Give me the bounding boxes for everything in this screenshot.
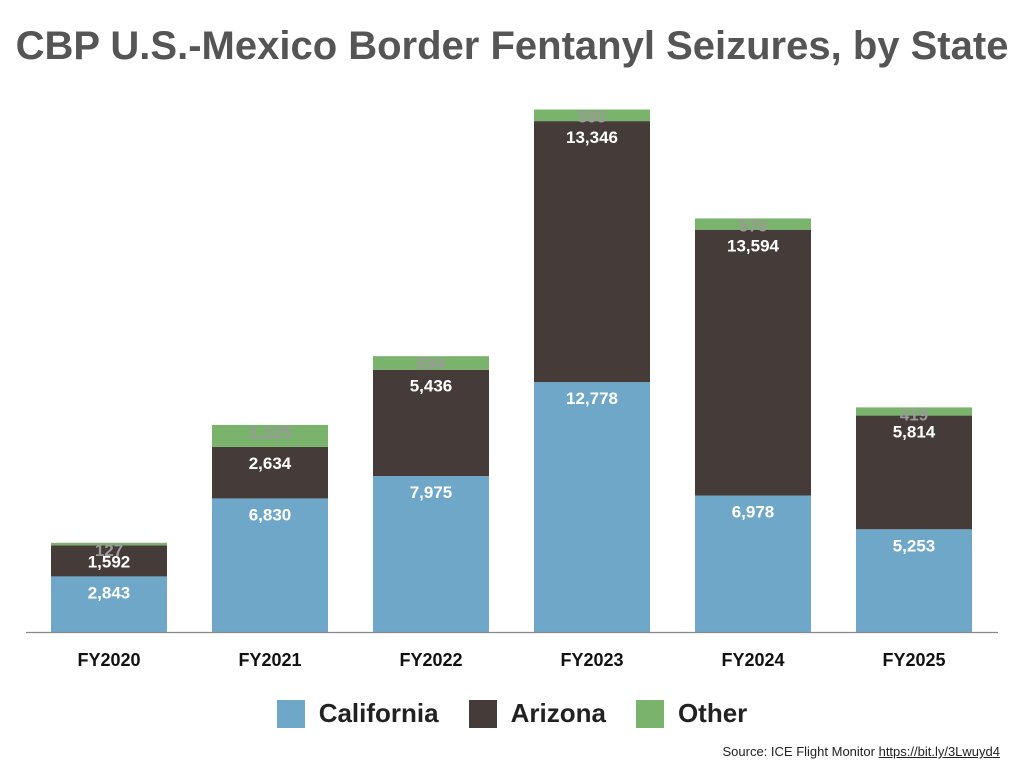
source-link[interactable]: https://bit.ly/3Lwuyd4 <box>878 744 1000 759</box>
data-label-california-fy2021: 6,830 <box>249 505 292 524</box>
bar-california-fy2025 <box>856 529 972 632</box>
data-label-arizona-fy2021: 2,634 <box>249 454 292 473</box>
bar-other-fy2025 <box>856 407 972 416</box>
data-label-arizona-fy2023: 13,346 <box>566 128 618 147</box>
bar-other-fy2021 <box>212 424 328 447</box>
data-label-other-fy2020: 127 <box>95 541 123 560</box>
legend-item-california: California <box>276 698 439 729</box>
source-text: Source: ICE Flight Monitor <box>722 744 875 759</box>
chart-title: CBP U.S.-Mexico Border Fentanyl Seizures… <box>15 24 1009 68</box>
data-label-california-fy2023: 12,778 <box>566 389 618 408</box>
bar-arizona-fy2022 <box>373 369 489 477</box>
legend-swatch-california <box>276 699 305 728</box>
bar-other-fy2024 <box>695 218 811 230</box>
legend-swatch-other <box>635 699 664 728</box>
bar-california-fy2020 <box>51 576 167 632</box>
category-label-fy2025: FY2025 <box>882 650 945 670</box>
data-label-other-fy2025: 419 <box>900 405 928 424</box>
category-label-fy2024: FY2024 <box>721 650 784 670</box>
legend-item-other: Other <box>635 698 748 729</box>
data-label-arizona-fy2024: 13,594 <box>727 237 780 256</box>
data-label-california-fy2022: 7,975 <box>410 483 453 502</box>
data-label-california-fy2024: 6,978 <box>732 503 775 522</box>
bar-california-fy2024 <box>695 495 811 632</box>
legend-item-arizona: Arizona <box>468 698 606 729</box>
legend-label-california: California <box>318 698 439 728</box>
bar-california-fy2022 <box>373 476 489 632</box>
bar-arizona-fy2025 <box>856 415 972 530</box>
bar-california-fy2021 <box>212 498 328 632</box>
source-note: Source: ICE Flight Monitor https://bit.l… <box>723 744 1000 759</box>
data-label-arizona-fy2020: 1,592 <box>88 552 131 571</box>
data-label-arizona-fy2025: 5,814 <box>893 423 936 442</box>
category-labels: FY2020 FY2021 FY2022 FY2023 FY2024 FY2025 <box>77 650 945 670</box>
legend-label-arizona: Arizona <box>510 698 606 728</box>
bar-other-fy2022 <box>373 356 489 370</box>
category-label-fy2022: FY2022 <box>399 650 462 670</box>
bar-california-fy2023 <box>534 382 650 632</box>
bar-arizona-fy2020 <box>51 545 167 577</box>
data-label-other-fy2021: 1,125 <box>249 423 292 442</box>
bar-arizona-fy2021 <box>212 446 328 499</box>
category-label-fy2021: FY2021 <box>238 650 301 670</box>
bar-other-fy2020 <box>51 542 167 546</box>
legend-swatch-arizona <box>468 699 497 728</box>
bar-arizona-fy2024 <box>695 229 811 496</box>
data-label-california-fy2025: 5,253 <box>893 536 936 555</box>
data-label-california-fy2020: 2,843 <box>88 583 131 602</box>
category-label-fy2023: FY2023 <box>560 650 623 670</box>
bar-other-fy2023 <box>534 109 650 122</box>
legend: California Arizona Other <box>0 698 1024 729</box>
data-label-other-fy2022: 694 <box>417 354 446 373</box>
legend-label-other: Other <box>677 698 748 728</box>
data-label-other-fy2023: 595 <box>578 107 606 126</box>
category-label-fy2020: FY2020 <box>77 650 140 670</box>
data-label-arizona-fy2022: 5,436 <box>410 377 453 396</box>
data-label-other-fy2024: 576 <box>739 216 767 235</box>
bar-arizona-fy2023 <box>534 121 650 383</box>
